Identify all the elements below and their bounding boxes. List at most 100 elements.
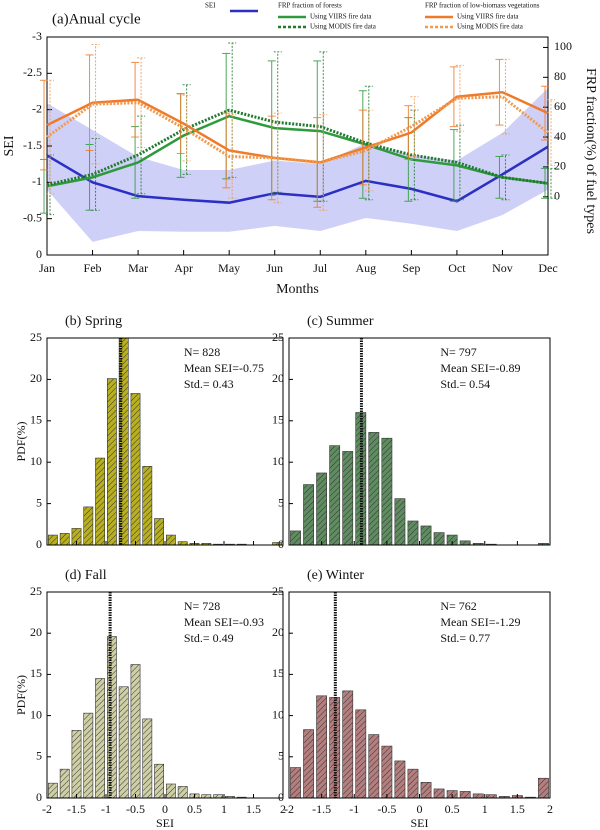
y-tick-label: 0 xyxy=(36,790,42,804)
histogram-bar xyxy=(342,451,354,546)
y-tick-label: -2 xyxy=(32,101,42,115)
histogram-bar xyxy=(154,763,165,799)
error-bar xyxy=(176,93,185,154)
y-tick-label: 15 xyxy=(272,666,284,680)
histogram-bar xyxy=(355,709,367,799)
error-bar xyxy=(85,54,94,151)
y-tick-label: 25 xyxy=(272,584,284,598)
x-axis-label: SEI xyxy=(411,816,429,830)
histogram-bar xyxy=(368,734,380,799)
series-line xyxy=(46,114,549,188)
histogram-bar xyxy=(303,729,314,799)
y-tick-label: -2.5 xyxy=(23,65,42,79)
y2-tick-label: 60 xyxy=(554,99,566,113)
histogram-bar xyxy=(59,533,70,546)
x-tick-label: Dec xyxy=(538,261,557,275)
panel-title: (e) Winter xyxy=(307,568,364,583)
annotation: N= 762 xyxy=(440,599,476,613)
error-bar xyxy=(501,58,510,135)
error-bar xyxy=(364,109,373,192)
histogram-bar xyxy=(407,520,419,546)
range-band xyxy=(47,87,548,242)
y-tick-label: 5 xyxy=(278,495,284,509)
y-tick-label: -0.5 xyxy=(23,210,42,224)
histogram-bar xyxy=(95,457,106,546)
panel-title: (c) Summer xyxy=(307,314,374,329)
histogram-bar xyxy=(165,783,176,799)
annotation: N= 728 xyxy=(184,599,220,613)
error-bar xyxy=(410,96,419,157)
legend-label: Using VIIRS fire data xyxy=(457,13,519,21)
x-tick-label: Sep xyxy=(402,261,420,275)
x-axis-label: Months xyxy=(276,282,319,297)
x-tick-label: -0.5 xyxy=(126,802,145,816)
annotation: N= 797 xyxy=(440,345,476,359)
series-line xyxy=(46,145,549,204)
y-tick-label: 20 xyxy=(30,625,42,639)
histogram-bar xyxy=(459,791,471,799)
x-tick-label: 0.5 xyxy=(445,802,460,816)
x-tick-label: Nov xyxy=(492,261,513,275)
y-axis-label: PDF(%) xyxy=(14,675,28,715)
x-tick-label: Oct xyxy=(448,261,466,275)
legend-group-title: FRP fraction of forests xyxy=(278,2,342,10)
error-bar xyxy=(137,57,146,148)
legend-label: Using MODIS fire data xyxy=(310,23,377,31)
histogram-bar xyxy=(177,786,188,799)
histogram-bar xyxy=(420,782,432,799)
histogram-bar xyxy=(459,540,471,546)
histogram-bar xyxy=(83,506,94,546)
y-tick-label: 5 xyxy=(36,495,42,509)
legend-label: Using VIIRS fire data xyxy=(310,13,372,21)
x-axis-label: SEI xyxy=(156,816,174,830)
y-tick-label: 5 xyxy=(278,749,284,763)
histogram-bar xyxy=(381,745,393,799)
y-tick-label: 25 xyxy=(30,584,42,598)
x-tick-label: 1 xyxy=(482,802,488,816)
y2-tick-label: 0 xyxy=(554,189,560,203)
histogram-bar xyxy=(316,695,328,799)
y-axis-label: SEI xyxy=(2,135,17,156)
histogram-bar xyxy=(329,445,341,546)
y-tick-label: 15 xyxy=(30,413,42,427)
histogram-bar xyxy=(95,678,106,799)
histogram-bar xyxy=(394,760,406,799)
y2-axis-label: FRP fraction(%) of fuel types xyxy=(583,68,598,234)
x-tick-label: Jan xyxy=(39,261,55,275)
y-tick-label: 0 xyxy=(36,537,42,551)
x-tick-label: 1.5 xyxy=(510,802,525,816)
y-tick-label: 20 xyxy=(30,371,42,385)
y2-tick-label: 20 xyxy=(554,159,566,173)
y-tick-label: 20 xyxy=(272,625,284,639)
x-tick-label: 0.5 xyxy=(187,802,202,816)
y-tick-label: -1.5 xyxy=(23,138,42,152)
y-tick-label: 20 xyxy=(272,371,284,385)
x-tick-label: 1.5 xyxy=(246,802,261,816)
x-tick-label: 2 xyxy=(547,802,553,816)
x-tick-label: Aug xyxy=(355,261,376,275)
x-tick-label: 0 xyxy=(417,802,423,816)
x-tick-label: 0 xyxy=(162,802,168,816)
y-tick-label: 0 xyxy=(36,247,42,261)
x-tick-label: Jul xyxy=(313,261,328,275)
chart-title: (a)Anual cycle xyxy=(52,11,141,27)
histogram-bar xyxy=(394,498,406,546)
annotation: Mean SEI=-1.29 xyxy=(440,615,520,629)
histogram-bar xyxy=(290,530,301,546)
y2-tick-label: 40 xyxy=(554,129,566,143)
x-tick-label: -2 xyxy=(42,802,52,816)
histogram-bar xyxy=(368,432,380,546)
y2-tick-label: 80 xyxy=(554,69,566,83)
series-line xyxy=(46,90,549,164)
histogram-bar xyxy=(433,788,445,799)
histogram-bar xyxy=(118,686,129,799)
legend-group-title: FRP fraction of low-biomass vegetations xyxy=(425,2,540,10)
annotation: Mean SEI=-0.89 xyxy=(440,361,520,375)
panel-title: (b) Spring xyxy=(65,314,122,329)
series-line xyxy=(46,108,549,187)
legend-label: SEI xyxy=(205,2,216,10)
y-tick-label: 0 xyxy=(278,790,284,804)
y-tick-label: 5 xyxy=(36,749,42,763)
x-tick-label: Mar xyxy=(128,261,148,275)
histogram-bar xyxy=(142,718,153,799)
